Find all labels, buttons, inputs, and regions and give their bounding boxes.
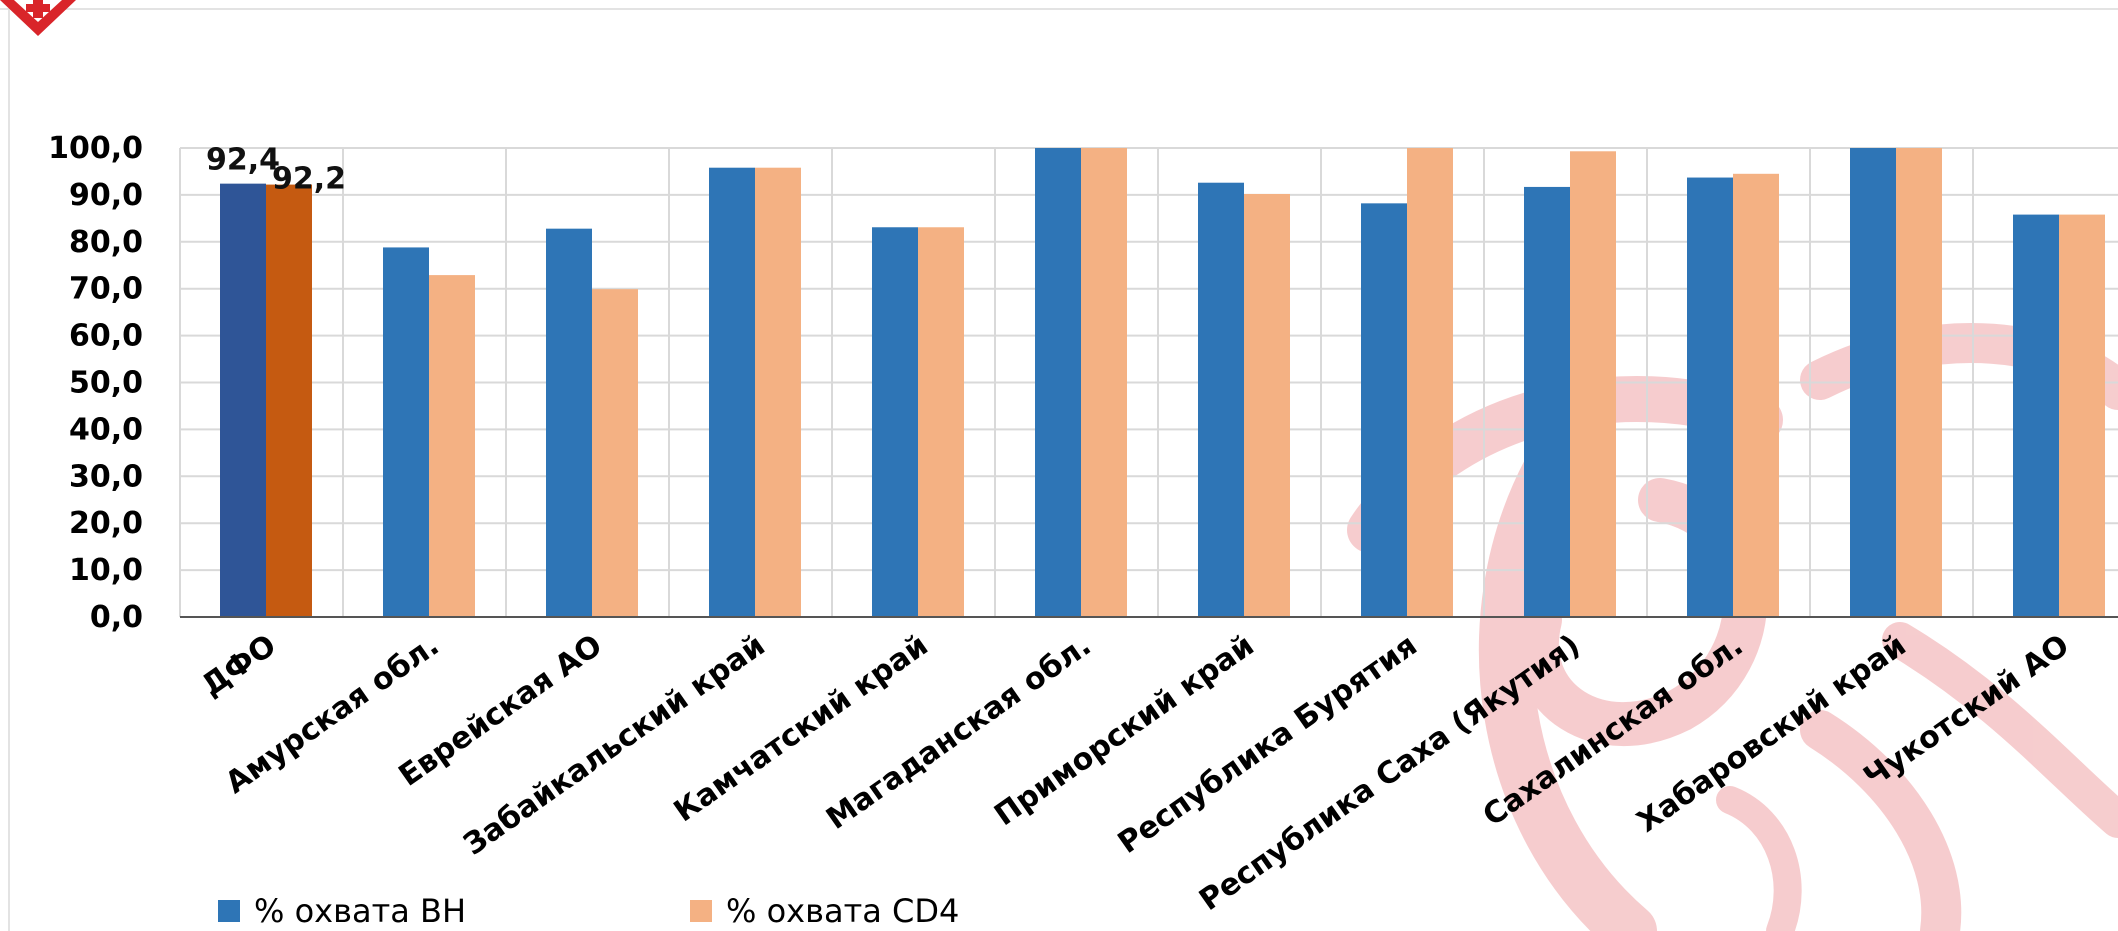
legend-label-vn: % охвата ВН <box>254 892 466 930</box>
bar-vn-5 <box>1035 148 1081 617</box>
x-category-label: Республика Бурятия <box>1112 628 1424 861</box>
x-category-label: Хабаровский край <box>1631 628 1913 840</box>
bar-vn-9 <box>1687 177 1733 617</box>
frame-top-line <box>0 8 2118 10</box>
bars <box>220 148 2105 618</box>
logo-icon <box>0 0 76 36</box>
bar-vn-0 <box>220 183 266 618</box>
x-category-label: Магаданская обл. <box>820 628 1097 837</box>
y-tick-label: 10,0 <box>69 553 143 588</box>
data-labels: 92,492,2 <box>206 143 346 197</box>
bar-vn-10 <box>1850 148 1896 617</box>
bar-vn-6 <box>1198 182 1244 617</box>
bar-cd4-7 <box>1407 148 1453 617</box>
bar-vn-3 <box>709 167 755 617</box>
legend-item-cd4: % охвата CD4 <box>690 892 959 930</box>
bar-cd4-8 <box>1570 151 1616 617</box>
x-category-label: Забайкальский край <box>457 628 771 863</box>
bar-vn-1 <box>383 247 429 618</box>
bar-cd4-11 <box>2059 214 2105 617</box>
bar-cd4-3 <box>755 167 801 617</box>
legend-swatch-cd4 <box>690 900 712 922</box>
bar-vn-7 <box>1361 203 1407 618</box>
frame-left-line <box>8 8 10 931</box>
y-tick-label: 70,0 <box>69 272 143 307</box>
data-label-1: 92,2 <box>272 162 346 197</box>
legend-swatch-vn <box>218 900 240 922</box>
x-category-label: Сахалинская обл. <box>1477 628 1750 834</box>
bar-cd4-0 <box>266 184 312 617</box>
y-tick-label: 0,0 <box>90 600 143 635</box>
y-axis-ticks: 0,0 10,0 20,0 30,0 40,0 50,0 60,0 70,0 80,0 90,0 1… <box>48 131 143 635</box>
bar-vn-2 <box>546 228 592 617</box>
y-tick-label: 50,0 <box>69 366 143 401</box>
bar-cd4-2 <box>592 289 638 617</box>
bar-vn-8 <box>1524 186 1570 617</box>
y-tick-label: 20,0 <box>69 506 143 541</box>
bar-cd4-6 <box>1244 193 1290 617</box>
y-tick-label: 30,0 <box>69 459 143 494</box>
bar-cd4-5 <box>1081 148 1127 617</box>
legend-item-vn: % охвата ВН <box>218 892 466 930</box>
x-category-label: Приморский край <box>988 628 1260 833</box>
y-tick-label: 100,0 <box>48 131 143 166</box>
bar-vn-4 <box>872 227 918 618</box>
bar-vn-11 <box>2013 214 2059 617</box>
bar-cd4-4 <box>918 227 964 618</box>
y-tick-label: 60,0 <box>69 319 143 354</box>
y-tick-label: 40,0 <box>69 412 143 447</box>
legend-label-cd4: % охвата CD4 <box>726 892 960 930</box>
y-tick-label: 80,0 <box>69 225 143 260</box>
x-category-label: ДФО <box>195 628 282 704</box>
bar-cd4-9 <box>1733 173 1779 618</box>
grid-lines <box>179 147 2118 617</box>
data-label-0: 92,4 <box>206 143 280 178</box>
bar-cd4-10 <box>1896 148 1942 617</box>
bar-cd4-1 <box>429 275 475 617</box>
y-tick-label: 90,0 <box>69 178 143 213</box>
